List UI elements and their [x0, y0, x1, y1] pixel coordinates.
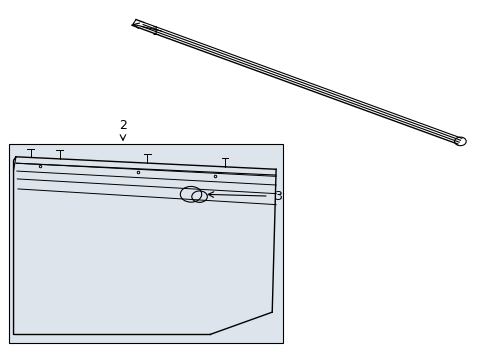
Text: 3: 3 [273, 190, 281, 203]
Text: 2: 2 [119, 119, 126, 132]
Bar [9, 144, 283, 342]
Text: 1: 1 [151, 25, 159, 38]
